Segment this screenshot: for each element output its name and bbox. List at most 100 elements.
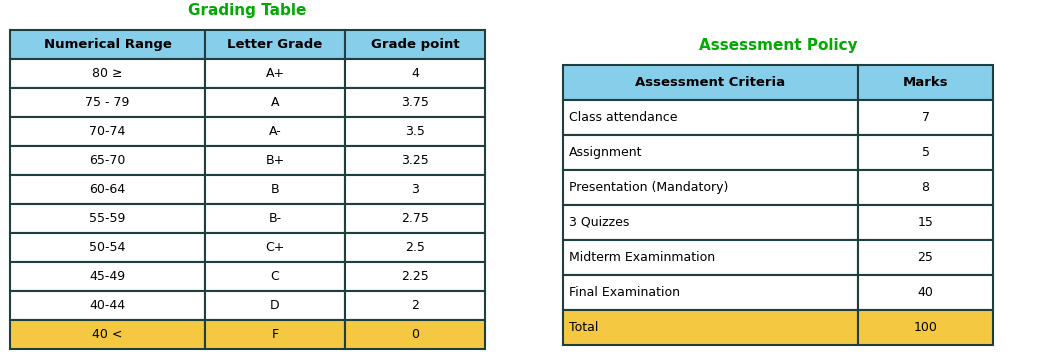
Text: C+: C+	[265, 241, 285, 254]
Bar	[205, 30, 344, 59]
Text: 8: 8	[921, 181, 930, 194]
Text: Numerical Range: Numerical Range	[43, 38, 172, 51]
Text: 50-54: 50-54	[89, 241, 126, 254]
Bar	[344, 88, 485, 117]
Text: 2: 2	[411, 299, 419, 312]
Bar	[344, 204, 485, 233]
Text: 3.5: 3.5	[405, 125, 425, 138]
Text: A: A	[270, 96, 279, 109]
Bar	[858, 310, 993, 345]
Text: 3.75: 3.75	[401, 96, 429, 109]
Bar	[563, 310, 858, 345]
Text: Midterm Examinmation: Midterm Examinmation	[569, 251, 716, 264]
Bar	[344, 291, 485, 320]
Bar	[563, 65, 858, 100]
Bar	[344, 175, 485, 204]
Bar	[344, 233, 485, 262]
Bar	[205, 175, 344, 204]
Text: C: C	[270, 270, 280, 283]
Text: 5: 5	[921, 146, 930, 159]
Text: 0: 0	[411, 328, 419, 341]
Bar	[563, 170, 858, 205]
Bar	[10, 88, 205, 117]
Bar	[205, 59, 344, 88]
Bar	[344, 30, 485, 59]
Bar	[858, 100, 993, 135]
Bar	[10, 262, 205, 291]
Text: B: B	[270, 183, 280, 196]
Text: Assessment Policy: Assessment Policy	[699, 38, 858, 53]
Text: A+: A+	[265, 67, 284, 80]
Text: 4: 4	[411, 67, 419, 80]
Text: B+: B+	[265, 154, 285, 167]
Text: 55-59: 55-59	[89, 212, 126, 225]
Text: Assignment: Assignment	[569, 146, 642, 159]
Text: 2.25: 2.25	[401, 270, 429, 283]
Text: A-: A-	[268, 125, 281, 138]
Bar	[205, 320, 344, 349]
Text: 80 ≥: 80 ≥	[92, 67, 123, 80]
Text: 70-74: 70-74	[89, 125, 126, 138]
Bar	[344, 59, 485, 88]
Text: Marks: Marks	[903, 76, 949, 89]
Bar	[563, 135, 858, 170]
Bar	[10, 117, 205, 146]
Text: Class attendance: Class attendance	[569, 111, 677, 124]
Bar	[858, 275, 993, 310]
Text: B-: B-	[268, 212, 282, 225]
Bar	[10, 233, 205, 262]
Text: Grading Table: Grading Table	[189, 3, 306, 18]
Bar	[10, 59, 205, 88]
Text: 3: 3	[411, 183, 419, 196]
Bar	[563, 100, 858, 135]
Bar	[344, 146, 485, 175]
Bar	[205, 204, 344, 233]
Bar	[858, 65, 993, 100]
Text: 45-49: 45-49	[89, 270, 125, 283]
Bar	[344, 117, 485, 146]
Bar	[205, 262, 344, 291]
Bar	[10, 204, 205, 233]
Text: Letter Grade: Letter Grade	[228, 38, 322, 51]
Text: Presentation (Mandatory): Presentation (Mandatory)	[569, 181, 728, 194]
Bar	[10, 30, 205, 59]
Text: F: F	[271, 328, 279, 341]
Bar	[10, 291, 205, 320]
Bar	[563, 275, 858, 310]
Bar	[205, 146, 344, 175]
Bar	[10, 175, 205, 204]
Bar	[858, 205, 993, 240]
Text: Total: Total	[569, 321, 599, 334]
Text: D: D	[270, 299, 280, 312]
Text: 3 Quizzes: 3 Quizzes	[569, 216, 630, 229]
Bar	[858, 135, 993, 170]
Bar	[10, 146, 205, 175]
Text: 40 <: 40 <	[92, 328, 123, 341]
Text: 15: 15	[918, 216, 934, 229]
Text: 7: 7	[921, 111, 930, 124]
Text: 40-44: 40-44	[89, 299, 125, 312]
Text: 25: 25	[918, 251, 934, 264]
Text: 60-64: 60-64	[89, 183, 125, 196]
Bar	[205, 233, 344, 262]
Text: 40: 40	[918, 286, 934, 299]
Text: Grade point: Grade point	[371, 38, 459, 51]
Bar	[858, 240, 993, 275]
Text: 2.5: 2.5	[405, 241, 425, 254]
Text: 3.25: 3.25	[401, 154, 429, 167]
Text: 2.75: 2.75	[401, 212, 429, 225]
Bar	[10, 320, 205, 349]
Bar	[858, 170, 993, 205]
Text: 100: 100	[914, 321, 937, 334]
Bar	[205, 88, 344, 117]
Text: 75 - 79: 75 - 79	[85, 96, 129, 109]
Text: 65-70: 65-70	[89, 154, 126, 167]
Text: Assessment Criteria: Assessment Criteria	[635, 76, 785, 89]
Bar	[205, 291, 344, 320]
Bar	[563, 205, 858, 240]
Text: Final Examination: Final Examination	[569, 286, 681, 299]
Bar	[563, 240, 858, 275]
Bar	[344, 262, 485, 291]
Bar	[205, 117, 344, 146]
Bar	[344, 320, 485, 349]
